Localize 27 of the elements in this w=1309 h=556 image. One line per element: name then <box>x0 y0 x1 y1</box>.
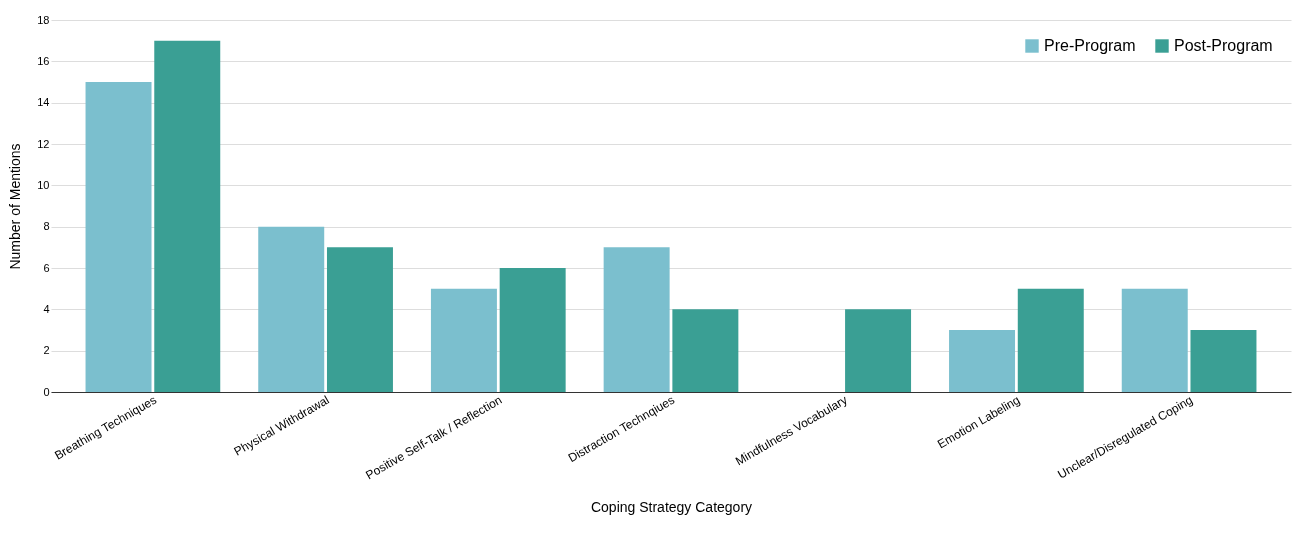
y-axis-title: Number of Mentions <box>7 143 24 270</box>
y-tick-label: 6 <box>43 261 50 274</box>
y-tick-label: 2 <box>43 344 50 357</box>
bar <box>1121 288 1188 392</box>
y-tick-label: 0 <box>43 385 50 398</box>
y-tick-label: 4 <box>43 302 50 315</box>
y-tick-label: 8 <box>43 220 50 233</box>
legend-label: Pre-Program <box>1044 37 1136 54</box>
bar <box>85 82 152 392</box>
bar <box>430 288 497 392</box>
bar <box>258 226 325 392</box>
bar <box>672 309 739 392</box>
bar <box>1190 330 1257 392</box>
y-tick-label: 14 <box>37 96 50 109</box>
legend-label: Post-Program <box>1174 37 1273 54</box>
bar <box>499 268 566 392</box>
y-tick-label: 12 <box>37 137 50 150</box>
x-axis-title: Coping Strategy Category <box>590 499 753 516</box>
bar <box>1017 288 1084 392</box>
bar <box>603 247 670 392</box>
bar <box>845 309 912 392</box>
y-tick-label: 10 <box>37 178 50 191</box>
y-tick-label: 16 <box>37 54 50 67</box>
bar <box>949 330 1016 392</box>
bar <box>154 40 221 392</box>
bar <box>326 247 393 392</box>
y-tick-label: 18 <box>37 13 50 26</box>
